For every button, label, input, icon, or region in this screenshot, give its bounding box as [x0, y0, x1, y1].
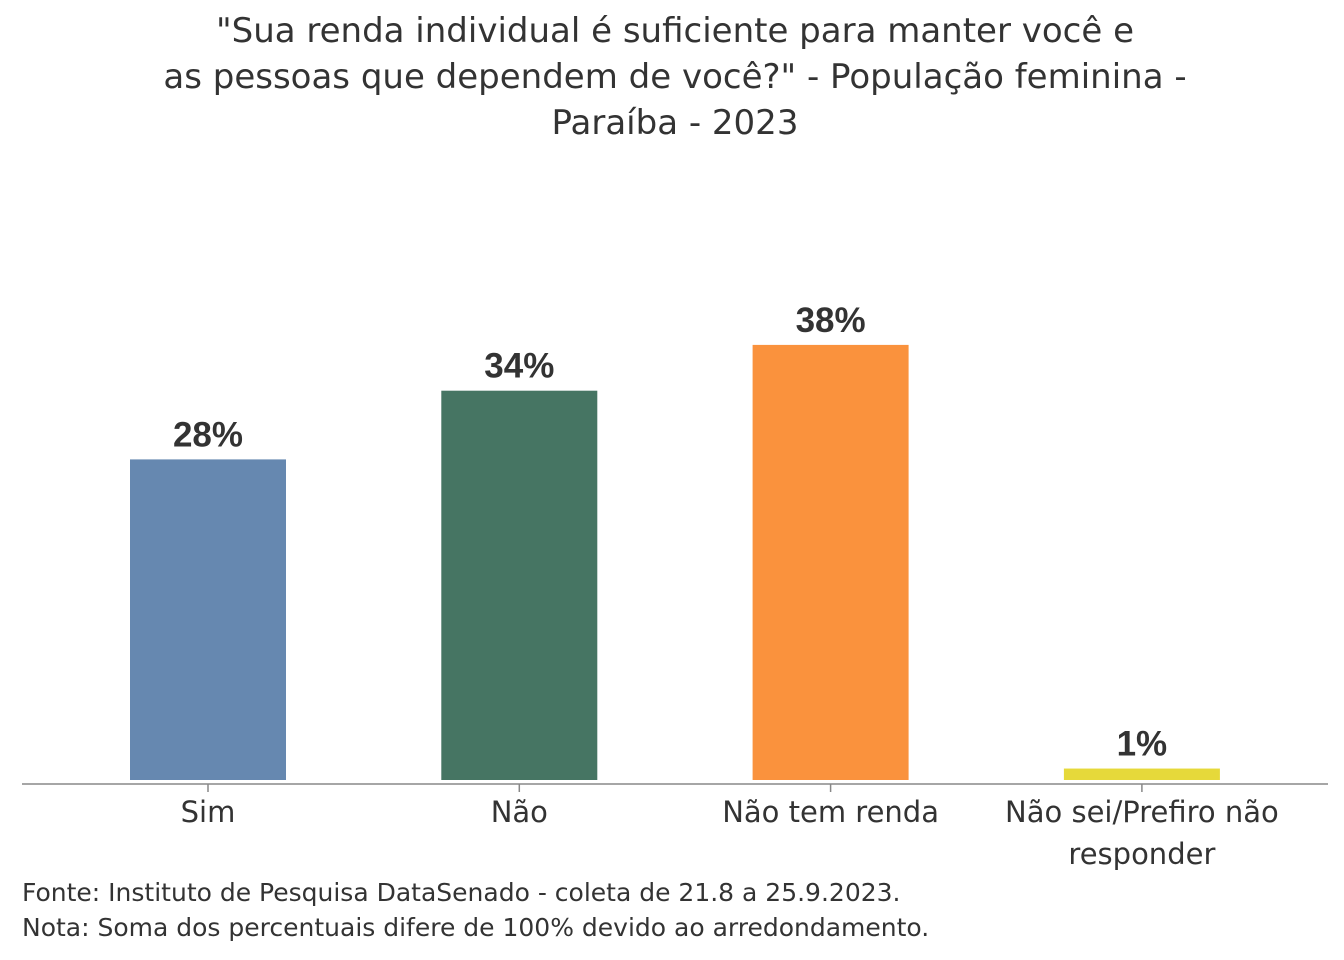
- title-line: as pessoas que dependem de você?" - Popu…: [163, 57, 1187, 97]
- chart-title: "Sua renda individual é suficiente para …: [100, 8, 1250, 146]
- footnote: Nota: Soma dos percentuais difere de 100…: [22, 913, 930, 942]
- bar: [130, 459, 286, 780]
- bar: [752, 344, 909, 780]
- data-label: 34%: [484, 347, 554, 386]
- data-label: 28%: [173, 415, 243, 454]
- source-note: Fonte: Instituto de Pesquisa DataSenado …: [22, 878, 901, 907]
- x-tick-label: Não tem renda: [722, 795, 939, 829]
- x-tick-label: Não: [491, 795, 548, 829]
- title-line: Paraíba - 2023: [551, 103, 799, 143]
- x-tick-label: responder: [1068, 837, 1215, 871]
- data-label: 1%: [1117, 725, 1168, 764]
- x-tick-label: Não sei/Prefiro não: [1005, 795, 1279, 829]
- data-label: 38%: [796, 301, 866, 340]
- x-tick-label: Sim: [181, 795, 236, 829]
- bar: [1063, 768, 1220, 780]
- title-line: "Sua renda individual é suficiente para …: [215, 11, 1135, 51]
- bar: [441, 390, 598, 780]
